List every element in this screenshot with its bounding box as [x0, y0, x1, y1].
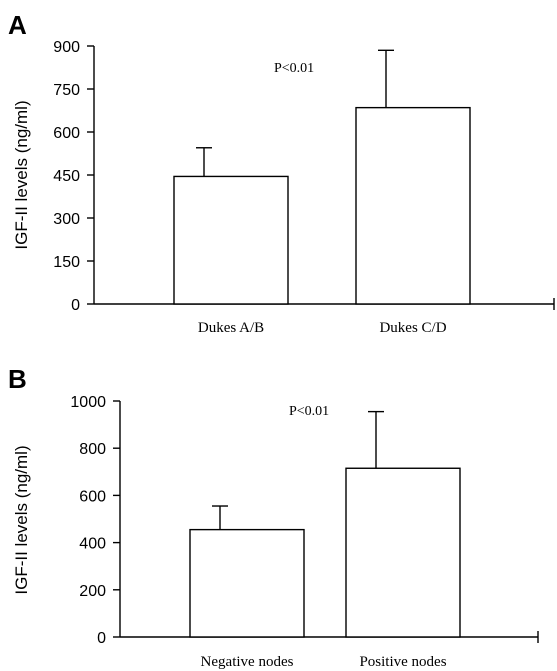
y-tick-label: 200: [79, 583, 106, 600]
panel-b-axes: [119, 401, 539, 643]
panel-b-bars: [189, 410, 461, 638]
bar: [355, 106, 471, 305]
panel-a-axes: [93, 46, 555, 310]
panel-b-x-ticks: Negative nodes Positive nodes: [201, 654, 447, 670]
y-tick-label: 0: [71, 297, 80, 314]
y-tick-label: 600: [53, 125, 80, 142]
panel-a-label: A: [8, 10, 27, 40]
y-tick-label: 450: [53, 168, 80, 185]
x-category-label: Dukes A/B: [198, 320, 264, 336]
panel-a-y-axis-label: IGF-II levels (ng/ml): [12, 100, 31, 249]
panel-a-bars: [173, 49, 471, 305]
y-tick-label: 300: [53, 211, 80, 228]
y-tick-label: 150: [53, 254, 80, 271]
y-tick-label: 900: [53, 39, 80, 56]
panel-b-annotation: P<0.01: [289, 404, 329, 419]
y-tick-label: 600: [79, 488, 106, 505]
x-category-label: Negative nodes: [201, 654, 294, 670]
panel-b: B IGF-II levels (ng/ml) P<0.01 0 200 400 60…: [8, 364, 539, 670]
y-tick-label: 750: [53, 82, 80, 99]
bar: [173, 175, 289, 305]
y-tick-label: 800: [79, 441, 106, 458]
x-category-label: Dukes C/D: [379, 320, 446, 336]
y-tick-label: 0: [97, 630, 106, 647]
panel-a-x-ticks: Dukes A/B Dukes C/D: [198, 320, 447, 336]
bar: [345, 467, 461, 638]
x-category-label: Positive nodes: [359, 654, 446, 670]
y-tick-label: 400: [79, 536, 106, 553]
panel-b-y-axis-label: IGF-II levels (ng/ml): [12, 445, 31, 594]
panel-a: A IGF-II levels (ng/ml) P<0.01 0 150 300 45…: [8, 10, 555, 336]
panel-a-annotation: P<0.01: [274, 61, 314, 76]
y-tick-label: 1000: [70, 394, 106, 411]
panel-a-y-ticks: 0 150 300 450 600 750 900: [53, 39, 94, 314]
panel-b-label: B: [8, 364, 27, 394]
panel-b-y-ticks: 0 200 400 600 800 1000: [70, 394, 120, 647]
bar: [189, 528, 305, 638]
